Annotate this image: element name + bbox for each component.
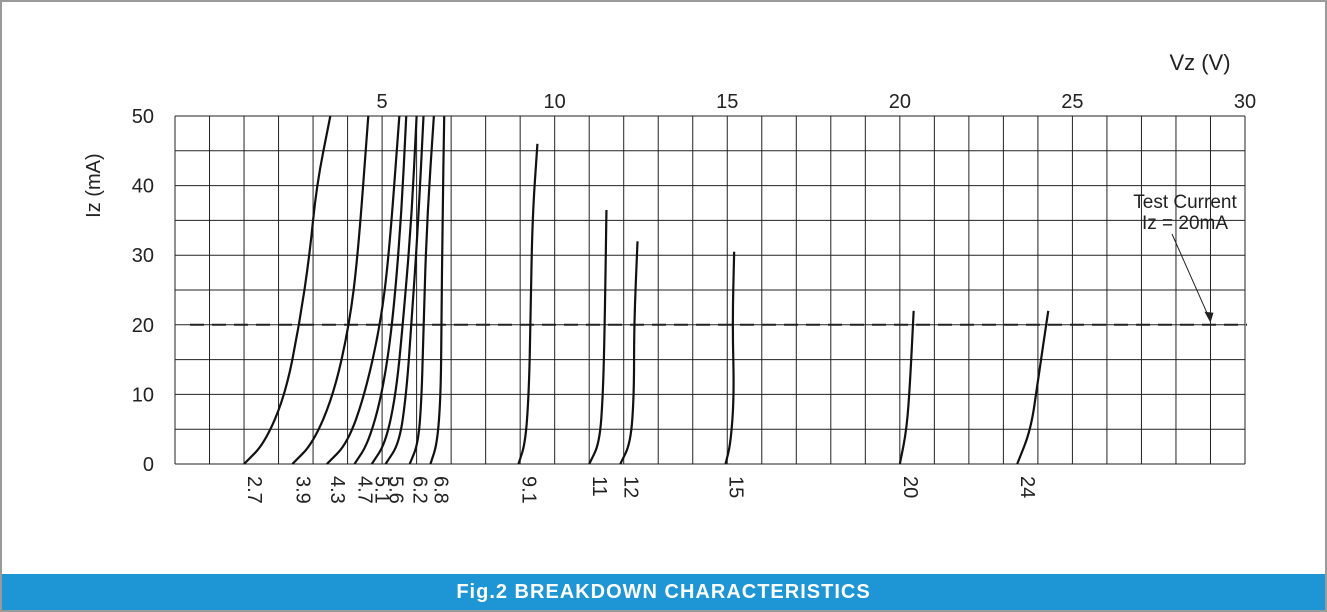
y-tick-label: 20 (132, 315, 154, 337)
y-tick-label: 0 (143, 454, 154, 476)
series-label: 4.3 (326, 476, 348, 504)
breakdown-curve-4.7 (353, 115, 408, 465)
series-label: 24 (1016, 476, 1038, 498)
series-label: 9.1 (517, 476, 539, 504)
series-label: 5.6 (385, 476, 407, 504)
series-label: 6.2 (409, 476, 431, 504)
breakdown-curve-6.2 (408, 115, 435, 465)
breakdown-curve-24 (1016, 310, 1050, 465)
breakdown-curve-5.6 (384, 115, 425, 465)
annotation-text: Iz = 20mA (1142, 213, 1228, 234)
y-tick-label: 10 (132, 384, 154, 406)
annotation-text: Test Current (1133, 192, 1237, 213)
series-label: 5.1 (371, 476, 393, 504)
series-label: 20 (899, 476, 921, 498)
x-tick-label: 5 (377, 91, 388, 113)
series-label: 2.7 (243, 476, 265, 504)
x-tick-label: 30 (1234, 91, 1256, 113)
breakdown-curve-3.9 (291, 115, 370, 465)
annotation-arrow-head (1204, 311, 1214, 323)
series-label: 3.9 (291, 476, 313, 504)
series-label: 12 (619, 476, 641, 498)
y-tick-label: 40 (132, 176, 154, 198)
x-tick-label: 15 (716, 91, 738, 113)
x-tick-label: 20 (889, 91, 911, 113)
breakdown-curve-4.3 (326, 115, 401, 465)
y-axis-label: Iz (mA) (83, 153, 105, 217)
breakdown-curve-5.1 (370, 115, 418, 465)
series-label: 11 (588, 476, 610, 497)
breakdown-curve-6.8 (429, 115, 446, 465)
y-tick-label: 30 (132, 245, 154, 267)
series-label: 6.8 (429, 476, 451, 504)
x-tick-label: 25 (1061, 91, 1083, 113)
breakdown-curve-12 (619, 241, 639, 465)
series-label: 15 (725, 476, 747, 498)
annotation-arrow (1171, 233, 1211, 322)
x-tick-label: 10 (544, 91, 566, 113)
figure-caption: Fig.2 BREAKDOWN CHARACTERISTICS (2, 574, 1325, 610)
breakdown-chart: 5 10 15 20 25 30 0 10 20 30 40 50 Vz (V) Iz (mA) Test … (83, 50, 1256, 504)
y-tick-label: 50 (132, 106, 154, 128)
breakdown-curve-2.7 (243, 115, 332, 465)
x-axis-label: Vz (V) (1169, 50, 1230, 75)
series-label: 4.7 (353, 476, 375, 504)
breakdown-curve-20 (898, 310, 915, 465)
breakdown-curve-11 (588, 209, 608, 465)
breakdown-curve-9.1 (517, 143, 539, 465)
breakdown-curve-15 (724, 251, 736, 465)
